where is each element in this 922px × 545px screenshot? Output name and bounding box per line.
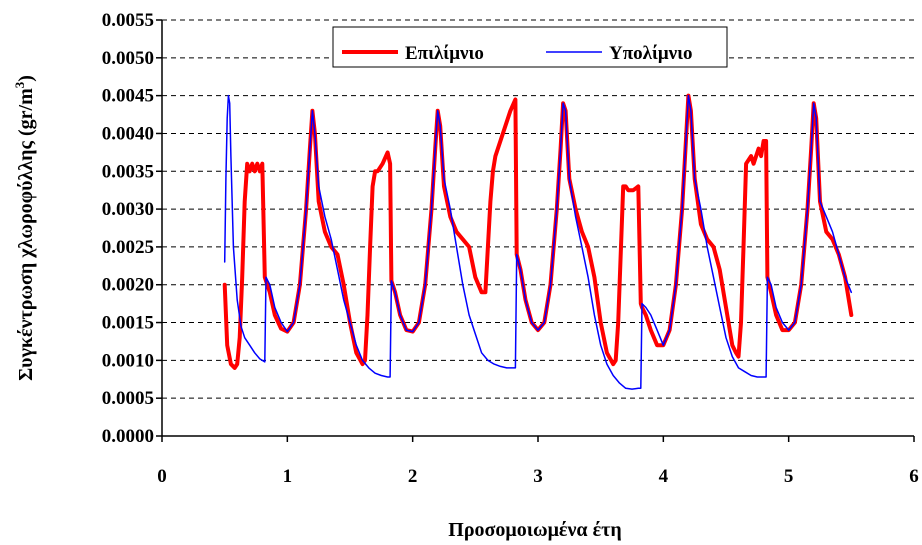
axes: [156, 19, 915, 442]
tick-labels: 0.0000 0.0005 0.0010 0.0015 0.0020 0.0025 0.00…: [102, 10, 919, 487]
x-tick-label-5: 5: [784, 466, 794, 487]
y-axis-title: Συγκέντρωση χλωροφύλλης (gr/m3): [12, 75, 37, 381]
y-tick-label-10: 0.0050: [102, 48, 154, 69]
y-tick-label-3: 0.0015: [102, 313, 154, 334]
y-tick-label-11: 0.0055: [102, 10, 154, 31]
y-tick-label-8: 0.0040: [102, 123, 154, 144]
series-lines: [222, 93, 854, 390]
y-tick-label-9: 0.0045: [102, 86, 154, 107]
y-axis-title-superscript: 3: [12, 81, 27, 88]
x-tick-label-0: 0: [157, 466, 167, 487]
y-tick-label-0: 0.0000: [102, 426, 154, 447]
y-tick-label-5: 0.0025: [102, 237, 154, 258]
y-tick-label-4: 0.0020: [102, 275, 154, 296]
x-tick-label-3: 3: [533, 466, 543, 487]
y-tick-label-1: 0.0005: [102, 388, 154, 409]
legend-box: [332, 26, 728, 68]
series-line-1: [223, 94, 853, 390]
legend-label-hypolimnion: Υπολίμνιο: [609, 43, 693, 64]
x-tick-label-2: 2: [408, 466, 418, 487]
x-axis-title: Προσομοιωμένα έτη: [448, 519, 621, 541]
legend-label-epilimnion: Επιλίμνιο: [405, 43, 484, 64]
y-axis-title-end: ): [15, 75, 37, 82]
x-tick-label-4: 4: [659, 466, 669, 487]
x-tick-label-1: 1: [283, 466, 293, 487]
x-tick-label-6: 6: [909, 466, 919, 487]
y-tick-label-7: 0.0035: [102, 161, 154, 182]
legend: Επιλίμνιο Υπολίμνιο: [332, 26, 728, 68]
y-axis-title-main: Συγκέντρωση χλωροφύλλης (gr/m: [15, 88, 37, 381]
y-tick-label-2: 0.0010: [102, 350, 154, 371]
gridlines: [162, 19, 914, 399]
y-tick-label-6: 0.0030: [102, 199, 154, 220]
series-line-0: [222, 93, 854, 370]
